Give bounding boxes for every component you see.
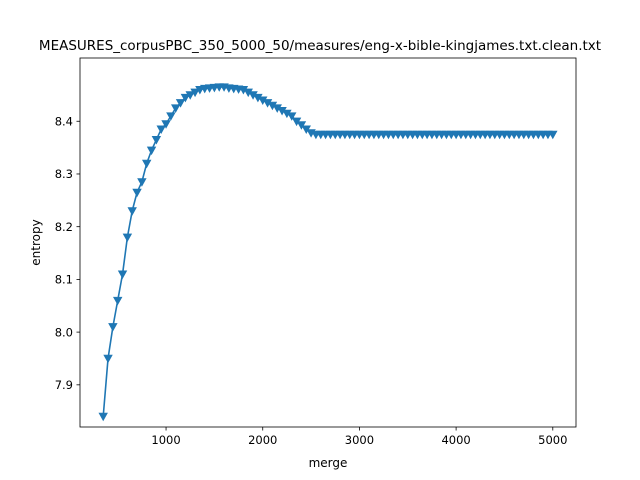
data-point-marker: [137, 178, 147, 187]
data-point-marker: [296, 121, 307, 130]
data-point-marker: [161, 120, 171, 129]
data-point-marker: [127, 207, 137, 216]
chart-title: MEASURES_corpusPBC_350_5000_50/measures/…: [39, 38, 601, 54]
data-point-marker: [185, 91, 195, 100]
data-point-marker: [108, 323, 118, 332]
data-point-marker: [113, 296, 123, 306]
x-tick-label: 4000: [441, 433, 470, 447]
x-tick-label: 3000: [345, 433, 374, 447]
data-point-marker: [175, 99, 186, 108]
y-tick-label: 8.3: [55, 167, 73, 181]
data-point-marker: [122, 233, 133, 243]
x-axis-label: merge: [309, 456, 348, 470]
y-tick-label: 8.1: [55, 273, 73, 287]
y-ticks: 7.9 8.0 8.1 8.2 8.3 8.4: [55, 114, 80, 392]
data-point-marker: [103, 354, 113, 364]
x-ticks: 1000 2000 3000 4000 5000: [151, 427, 567, 447]
data-point-marker: [117, 270, 128, 279]
axes-layer: [79, 57, 577, 428]
data-point-marker: [146, 146, 157, 156]
data-point-marker: [190, 88, 200, 98]
y-tick-label: 8.2: [55, 220, 73, 234]
data-point-marker: [132, 188, 142, 198]
data-point-marker: [548, 130, 558, 140]
x-tick-label: 5000: [538, 433, 567, 447]
data-point-marker: [151, 136, 162, 145]
y-axis-label: entropy: [29, 219, 43, 265]
data-point-marker: [287, 112, 297, 121]
axes-frame: [79, 57, 577, 428]
data-point-marker: [98, 412, 108, 422]
plot-area: [80, 58, 576, 427]
y-tick-label: 8.4: [55, 114, 73, 128]
data-point-marker: [171, 104, 181, 113]
y-tick-label: 7.9: [55, 378, 73, 392]
y-tick-label: 8.0: [55, 325, 73, 339]
data-point-marker: [180, 93, 191, 103]
data-point-marker: [156, 125, 166, 134]
x-tick-label: 2000: [248, 433, 277, 447]
x-tick-label: 1000: [151, 433, 180, 447]
data-point-marker: [166, 112, 176, 121]
data-point-marker: [142, 159, 152, 169]
series-layer: [98, 83, 558, 422]
